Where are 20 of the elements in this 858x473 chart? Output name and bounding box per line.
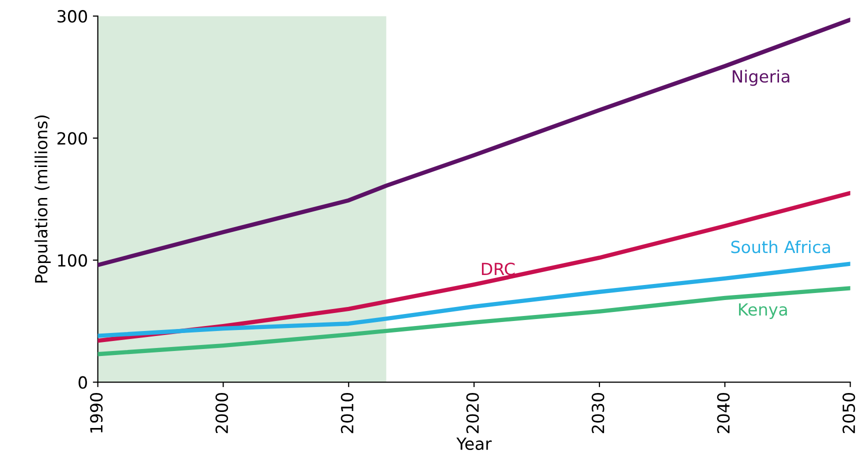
x-tick-label: 2000 — [215, 393, 228, 434]
x-tick-label: 2010 — [340, 393, 354, 434]
x-tick-label: 2040 — [717, 393, 730, 434]
series-label: South Africa — [731, 240, 830, 254]
line-series — [98, 286, 850, 356]
x-tick-label: 2050 — [842, 393, 856, 434]
x-tick-label: 2030 — [592, 393, 604, 434]
y-axis-title: Population (millions) — [34, 116, 51, 283]
y-tick-label: 100 — [58, 254, 87, 267]
series-label: Nigeria — [732, 70, 790, 86]
x-axis-title: Year — [456, 438, 492, 450]
line-series — [98, 190, 850, 343]
series-label: DRC — [482, 262, 515, 276]
series-label: Kenya — [739, 303, 787, 319]
y-tick-label: 200 — [58, 132, 87, 145]
x-tick-label: 1990 — [90, 393, 103, 432]
line-series — [98, 262, 850, 338]
y-tick-label: 300 — [58, 10, 87, 23]
x-tick-label: 2020 — [466, 393, 479, 434]
y-tick-label: 0 — [78, 376, 87, 389]
